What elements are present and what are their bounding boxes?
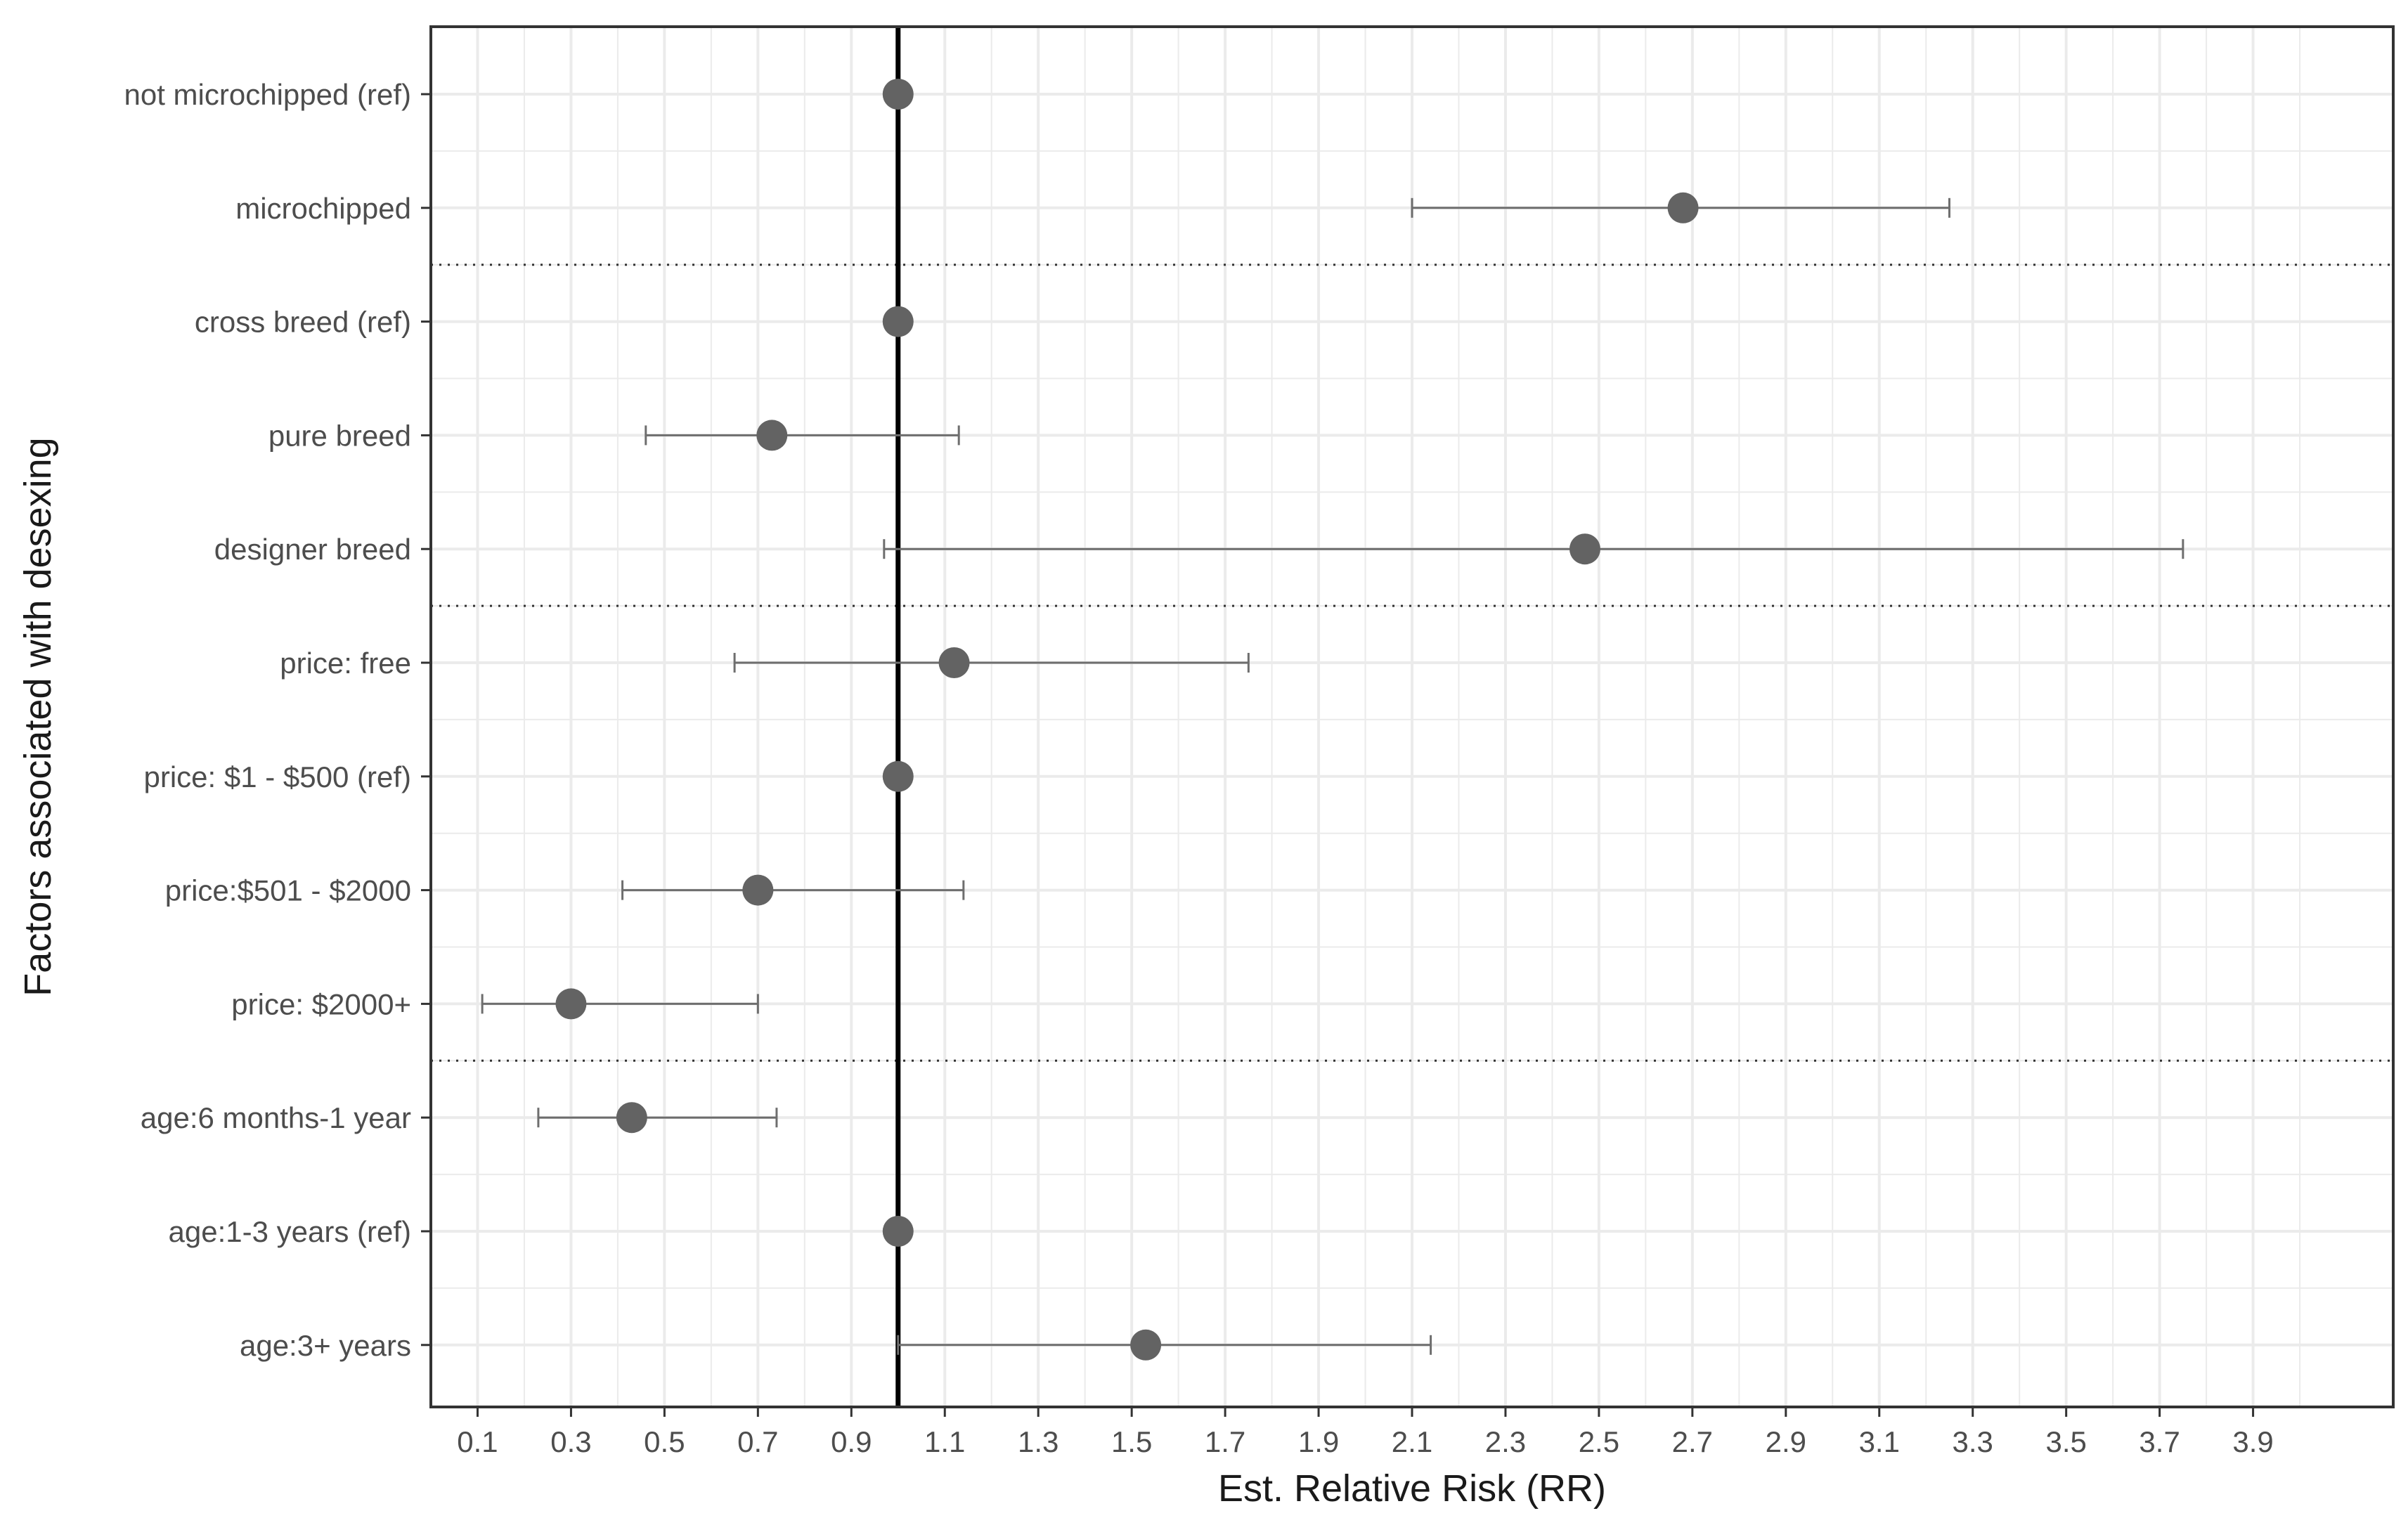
y-category-labels: not microchipped (ref) microchipped cross … — [124, 78, 412, 1362]
point-estimate — [555, 988, 587, 1020]
x-tick-label: 2.7 — [1672, 1425, 1713, 1458]
error-bar — [645, 425, 960, 446]
point-estimate — [742, 874, 774, 906]
points — [555, 79, 1699, 1361]
point-estimate — [1667, 192, 1699, 223]
point-estimate — [1130, 1329, 1162, 1361]
point-estimate — [616, 1102, 647, 1134]
x-tick-label: 1.7 — [1205, 1425, 1245, 1458]
grid — [431, 27, 2393, 1407]
category-label: designer breed — [214, 533, 411, 566]
x-tick-label: 0.5 — [644, 1425, 685, 1458]
category-label: age:6 months-1 year — [141, 1101, 411, 1134]
error-bar — [897, 1335, 1432, 1355]
x-tick-label: 1.5 — [1111, 1425, 1152, 1458]
point-estimate — [756, 420, 788, 451]
category-label: age:3+ years — [240, 1329, 411, 1362]
x-ticks — [476, 1407, 2255, 1417]
point-estimate — [938, 647, 970, 678]
x-tick-label: 3.1 — [1859, 1425, 1900, 1458]
category-label: cross breed (ref) — [195, 306, 411, 339]
error-bars — [481, 197, 2184, 1355]
error-bar — [733, 653, 1250, 673]
category-label: age:1-3 years (ref) — [169, 1215, 411, 1248]
x-tick-label: 3.3 — [1953, 1425, 1993, 1458]
point-estimate — [882, 79, 914, 110]
x-tick-label: 3.5 — [2045, 1425, 2086, 1458]
x-tick-label: 0.9 — [831, 1425, 872, 1458]
category-label: price: $2000+ — [231, 987, 411, 1020]
x-tick-labels: 0.1 0.3 0.5 0.7 0.9 1.1 1.3 1.5 1.7 1.9 2.1 2.3 2.5 2… — [457, 1425, 2273, 1458]
x-tick-label: 0.3 — [550, 1425, 591, 1458]
point-estimate — [882, 306, 914, 337]
y-axis-title: Factors associated with desexing — [17, 437, 59, 996]
x-tick-label: 1.9 — [1298, 1425, 1339, 1458]
category-label: price: $1 - $500 (ref) — [143, 760, 411, 793]
x-tick-label: 2.3 — [1485, 1425, 1526, 1458]
x-tick-label: 3.9 — [2232, 1425, 2273, 1458]
category-label: price: free — [280, 647, 411, 680]
x-tick-label: 2.1 — [1392, 1425, 1432, 1458]
x-tick-label: 0.7 — [737, 1425, 778, 1458]
x-tick-label: 1.1 — [924, 1425, 965, 1458]
category-label: not microchipped (ref) — [124, 78, 412, 111]
error-bar — [883, 539, 2184, 559]
point-estimate — [882, 760, 914, 792]
x-tick-label: 1.3 — [1018, 1425, 1059, 1458]
category-label: microchipped — [235, 192, 411, 225]
error-bar — [621, 880, 965, 900]
y-ticks — [421, 93, 431, 1347]
x-tick-label: 0.1 — [457, 1425, 498, 1458]
point-estimate — [1569, 533, 1600, 565]
x-tick-label: 3.7 — [2139, 1425, 2180, 1458]
x-tick-label: 2.5 — [1579, 1425, 1619, 1458]
x-tick-label: 2.9 — [1766, 1425, 1806, 1458]
error-bar — [537, 1108, 778, 1128]
point-estimate — [882, 1216, 914, 1247]
x-axis-title: Est. Relative Risk (RR) — [1218, 1467, 1606, 1510]
category-label: pure breed — [268, 419, 411, 452]
error-bar — [481, 994, 759, 1014]
category-label: price:$501 - $2000 — [165, 874, 411, 907]
